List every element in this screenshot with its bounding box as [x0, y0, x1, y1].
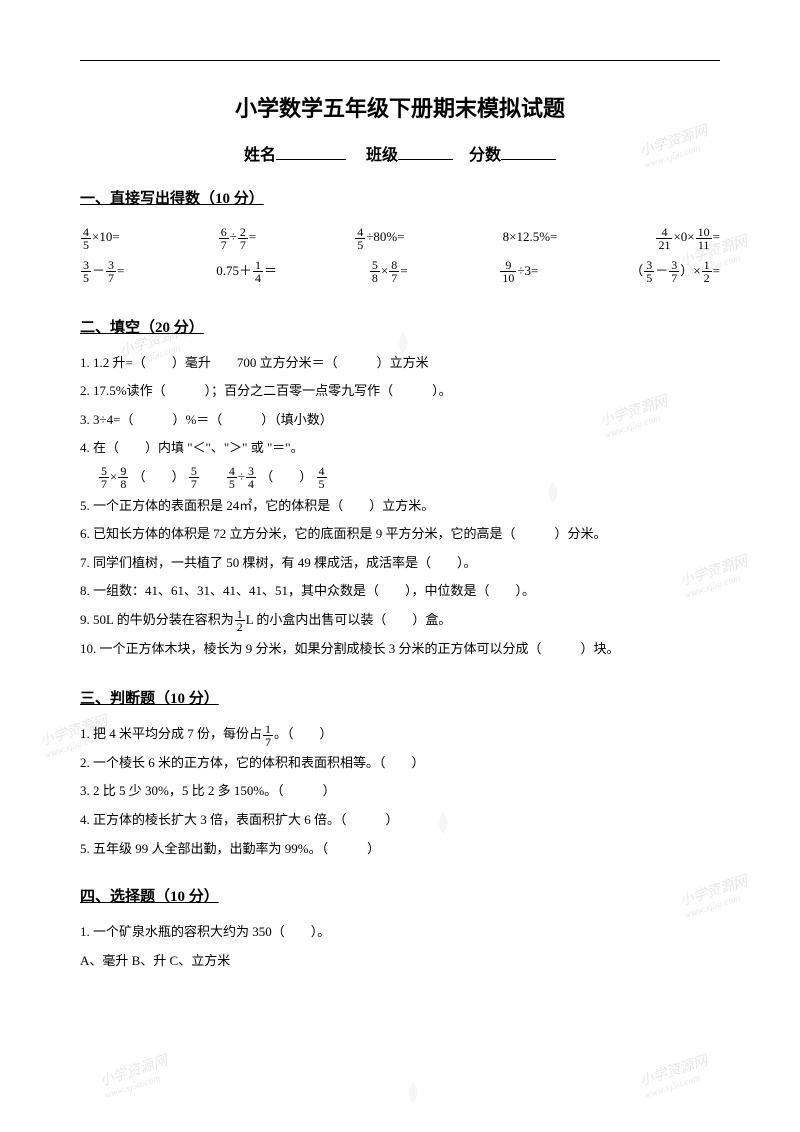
exam-title: 小学数学五年级下册期末模拟试题 [80, 91, 720, 123]
q3-4: 4. 正方体的棱长扩大 3 倍，表面积扩大 6 倍。（ ） [80, 806, 720, 835]
q2-2: 2. 17.5%读作（ ）；百分之二百零一点零九写作（ ）。 [80, 377, 720, 406]
section1-title: 一、直接写出得数（10 分） [80, 187, 720, 208]
q2-7: 7. 同学们植树，一共植了 50 棵树，有 49 棵成活，成活率是（ ）。 [80, 549, 720, 578]
section3-title: 三、判断题（10 分） [80, 687, 720, 708]
q2-4: 4. 在（ ）内填 "＜"、"＞" 或 "＝"。 [80, 434, 720, 463]
info-line: 姓名 班级 分数 [80, 141, 720, 165]
q2-9: 9. 50L 的牛奶分装在容积为12L 的小盒内出售可以装（ ）盒。 [80, 606, 720, 635]
calc-row-1: 45×10= 67÷27= 45÷80%= 8×12.5%= 421×0×101… [80, 220, 720, 254]
watermark: 小学资源网www.xj5u.com [637, 1050, 713, 1101]
q2-6: 6. 已知长方体的体积是 72 立方分米，它的底面积是 9 平方分米，它的高是（… [80, 520, 720, 549]
q3-2: 2. 一个棱长 6 米的正方体，它的体积和表面积相等。（ ） [80, 749, 720, 778]
q2-5: 5. 一个正方体的表面积是 24㎡，它的体积是（ ）立方米。 [80, 492, 720, 521]
score-label: 分数 [469, 147, 501, 164]
q3-1: 1. 把 4 米平均分成 7 份，每份占17。（ ） [80, 720, 720, 749]
calc-row-2: 35－37= 0.75＋14＝ 58×87= 910÷3= （35－37）×12… [80, 254, 720, 288]
page: 小学数学五年级下册期末模拟试题 姓名 班级 分数 一、直接写出得数（10 分） … [0, 0, 800, 1015]
top-rule [80, 60, 720, 61]
q2-4-expr: 57×98 （ ） 57 45÷34 （ ） 45 [80, 463, 720, 492]
class-label: 班级 [366, 147, 398, 164]
q2-3: 3. 3÷4=（ ）%＝（ ）（填小数） [80, 406, 720, 435]
q2-8: 8. 一组数：41、61、31、41、41、51，其中众数是（ ），中位数是（ … [80, 577, 720, 606]
q4-1: 1. 一个矿泉水瓶的容积大约为 350（ ）。 [80, 918, 720, 947]
q4-1-opts: A、毫升 B、升 C、立方米 [80, 947, 720, 976]
q3-3: 3. 2 比 5 少 30%，5 比 2 多 150%。（ ） [80, 777, 720, 806]
name-blank[interactable] [276, 144, 346, 160]
name-label: 姓名 [244, 147, 276, 164]
watermark: 小学资源网www.xj5u.com [97, 1050, 173, 1101]
q3-5: 5. 五年级 99 人全部出勤，出勤率为 99%。（ ） [80, 835, 720, 864]
q2-10: 10. 一个正方体木块，棱长为 9 分米，如果分割成棱长 3 分米的正方体可以分… [80, 635, 720, 664]
class-blank[interactable] [398, 144, 453, 160]
section2-title: 二、填空（20 分） [80, 316, 720, 337]
q2-1: 1. 1.2 升=（ ）毫升 700 立方分米＝（ ）立方米 [80, 349, 720, 378]
leaf-icon [400, 1080, 426, 1106]
score-blank[interactable] [501, 144, 556, 160]
section4-title: 四、选择题（10 分） [80, 885, 720, 906]
